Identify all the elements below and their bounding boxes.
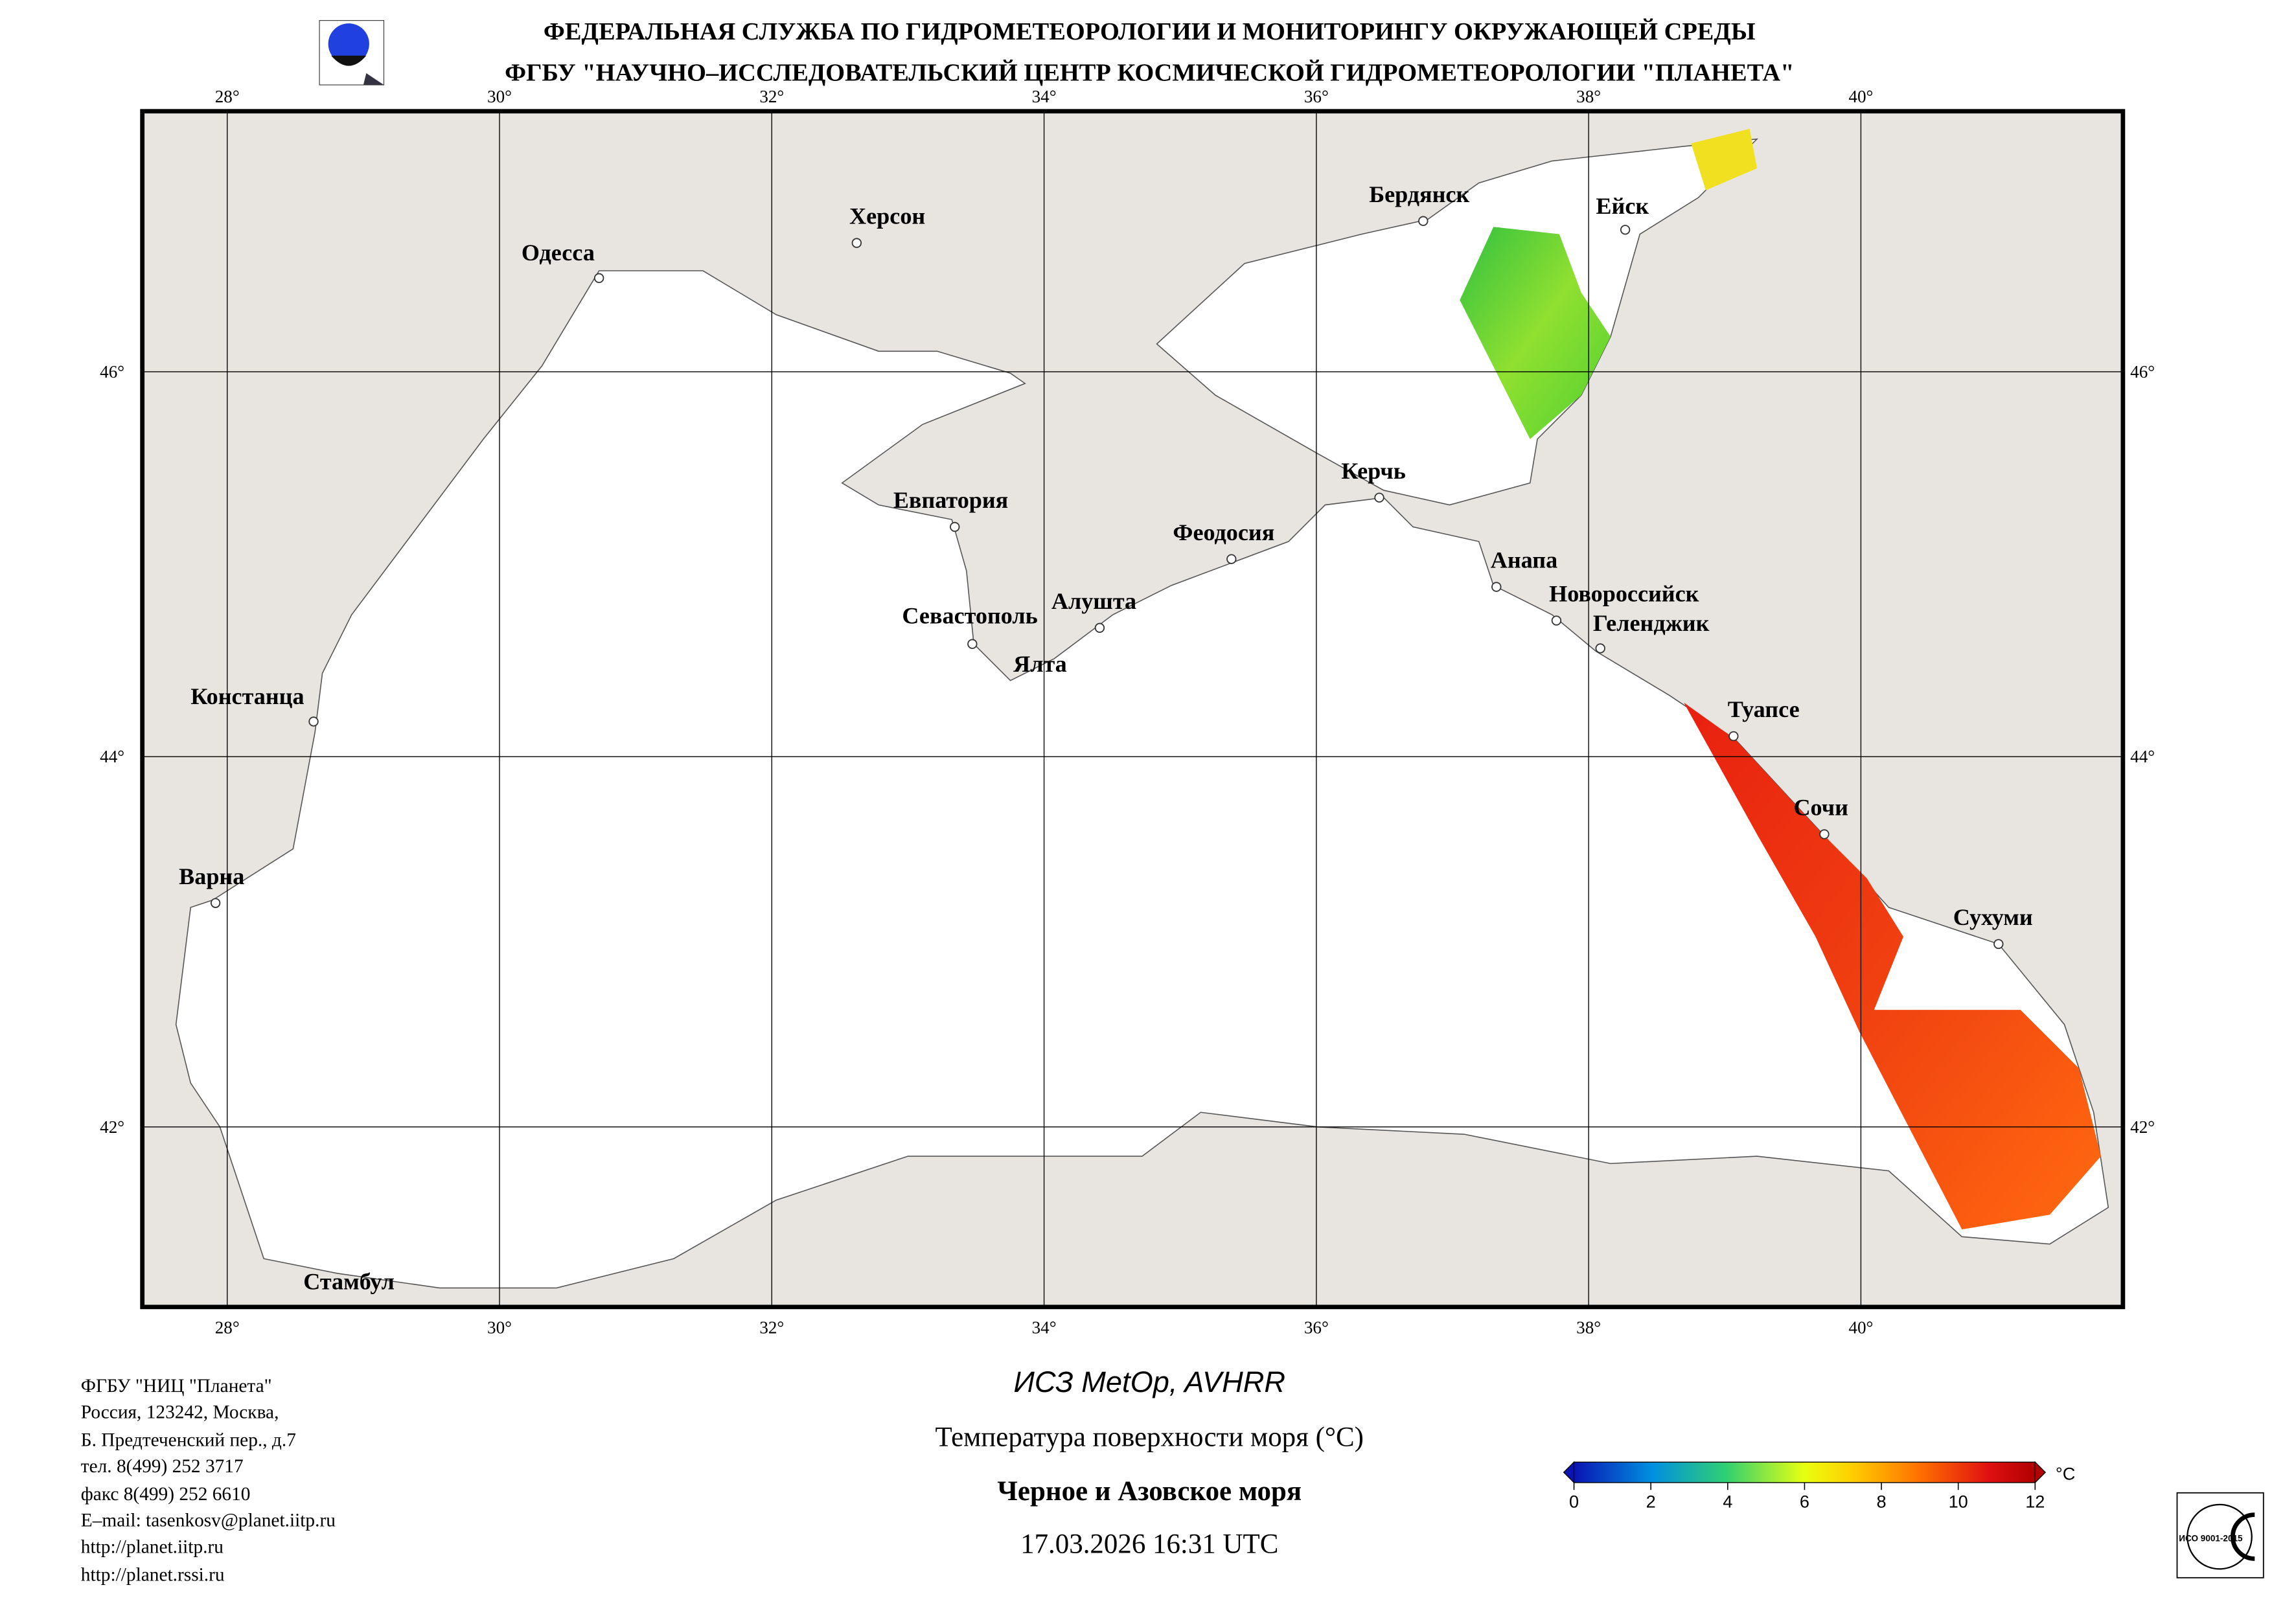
colorbar: 0 2 4 6 8 10 12 °C bbox=[1563, 1461, 2075, 1511]
city-label: Бердянск bbox=[1369, 181, 1469, 207]
iso-badge-text: ИСО 9001-2015 bbox=[2179, 1533, 2243, 1543]
city-label: Туапсе bbox=[1728, 696, 1800, 722]
lon-label: 36° bbox=[1304, 1317, 1329, 1337]
city-label: Алушта bbox=[1051, 588, 1136, 614]
lat-label: 42° bbox=[2130, 1117, 2155, 1137]
lon-label: 36° bbox=[1304, 87, 1329, 106]
lon-label: 34° bbox=[1032, 1317, 1057, 1337]
colorbar-tick-label: 0 bbox=[1569, 1491, 1579, 1511]
colorbar-min-arrow bbox=[1563, 1461, 1575, 1484]
website-link[interactable]: http://planet.iitp.ru bbox=[81, 1536, 224, 1557]
city-label: Анапа bbox=[1491, 547, 1557, 573]
lat-labels: 46° 44° 42° 46° 44° 42° bbox=[100, 362, 2155, 1137]
city-label: Новороссийск bbox=[1549, 581, 1699, 607]
header-title-line2: ФГБУ "НАУЧНО–ИССЛЕДОВАТЕЛЬСКИЙ ЦЕНТР КОС… bbox=[505, 59, 1794, 86]
city-label: Ейск bbox=[1596, 193, 1649, 219]
city-label: Стамбул bbox=[303, 1269, 395, 1295]
datetime: 17.03.2026 16:31 UTC bbox=[1020, 1529, 1278, 1559]
city-label: Севастополь bbox=[902, 603, 1037, 629]
sst-patch-east bbox=[1684, 702, 2101, 1230]
city-label: Сочи bbox=[1793, 795, 1848, 821]
roshydromet-logo bbox=[319, 20, 385, 85]
lat-label: 46° bbox=[2130, 362, 2155, 382]
address-block: ФГБУ "НИЦ "Планета" Россия, 123242, Моск… bbox=[81, 1376, 336, 1585]
address-line: тел. 8(499) 252 3717 bbox=[81, 1456, 244, 1477]
lon-label: 30° bbox=[487, 1317, 512, 1337]
lat-label: 46° bbox=[100, 362, 124, 382]
black-sea bbox=[175, 270, 2109, 1289]
address-line: Россия, 123242, Москва, bbox=[81, 1402, 279, 1423]
lon-label: 38° bbox=[1576, 1317, 1601, 1337]
sst-patch-taganrog bbox=[1691, 128, 1757, 190]
lat-label: 44° bbox=[2130, 747, 2155, 766]
colorbar-tick-label: 2 bbox=[1646, 1491, 1656, 1511]
city-label: Геленджик bbox=[1593, 610, 1710, 636]
lon-label: 28° bbox=[215, 87, 240, 106]
product-title: Температура поверхности моря (°C) bbox=[936, 1422, 1364, 1452]
graticule bbox=[142, 111, 2123, 1307]
address-line: факс 8(499) 252 6610 bbox=[81, 1484, 251, 1505]
colorbar-gradient bbox=[1573, 1461, 2036, 1483]
colorbar-max-arrow bbox=[2034, 1461, 2047, 1484]
colorbar-tick-label: 4 bbox=[1723, 1491, 1732, 1511]
city-labels: Одесса Херсон Бердянск Ейск Евпатория Ке… bbox=[179, 181, 2033, 1295]
lon-label: 40° bbox=[1848, 1317, 1873, 1337]
lat-label: 42° bbox=[100, 1117, 124, 1137]
lat-label: 44° bbox=[100, 747, 124, 766]
lon-label: 40° bbox=[1848, 87, 1873, 106]
satellite-label: ИСЗ MetOp, AVHRR bbox=[1014, 1365, 1285, 1398]
city-markers bbox=[210, 216, 2004, 950]
map-frame bbox=[140, 109, 2126, 1310]
city-label: Констанца bbox=[190, 683, 304, 709]
lon-label: 34° bbox=[1032, 87, 1057, 106]
address-line: Б. Предтеченский пер., д.7 bbox=[81, 1430, 296, 1450]
website-link[interactable]: http://planet.rssi.ru bbox=[81, 1564, 225, 1585]
address-line: ФГБУ "НИЦ "Планета" bbox=[81, 1376, 272, 1396]
lon-label: 30° bbox=[487, 87, 512, 106]
header-title-line1: ФЕДЕРАЛЬНАЯ СЛУЖБА ПО ГИДРОМЕТЕОРОЛОГИИ … bbox=[544, 18, 1756, 45]
colorbar-tick-label: 10 bbox=[1949, 1491, 1968, 1511]
city-label: Ялта bbox=[1013, 651, 1067, 677]
iso-certification-badge: ИСО 9001-2015 bbox=[2176, 1492, 2264, 1579]
lon-labels: 28° 30° 32° 34° 36° 38° 40° 28° 30° 32° … bbox=[215, 87, 1874, 1337]
email-link[interactable]: E–mail: tasenkosv@planet.iitp.ru bbox=[81, 1510, 336, 1531]
lon-label: 28° bbox=[215, 1317, 240, 1337]
lon-label: 32° bbox=[759, 1317, 784, 1337]
city-label: Сухуми bbox=[1953, 904, 2033, 930]
city-label: Керчь bbox=[1341, 458, 1406, 484]
map-area bbox=[142, 111, 2123, 1307]
city-label: Херсон bbox=[849, 203, 925, 229]
region-title: Черное и Азовское моря bbox=[997, 1476, 1302, 1507]
lon-label: 32° bbox=[759, 87, 784, 106]
city-label: Одесса bbox=[522, 240, 595, 266]
colorbar-tick-label: 8 bbox=[1877, 1491, 1887, 1511]
sst-patch-azov bbox=[1460, 227, 1611, 439]
lon-label: 38° bbox=[1576, 87, 1601, 106]
city-label: Варна bbox=[179, 863, 244, 889]
colorbar-unit: °C bbox=[2056, 1463, 2075, 1483]
colorbar-tick-label: 12 bbox=[2025, 1491, 2045, 1511]
city-label: Евпатория bbox=[893, 487, 1008, 513]
colorbar-tick-label: 6 bbox=[1800, 1491, 1809, 1511]
city-label: Феодосия bbox=[1173, 519, 1274, 545]
